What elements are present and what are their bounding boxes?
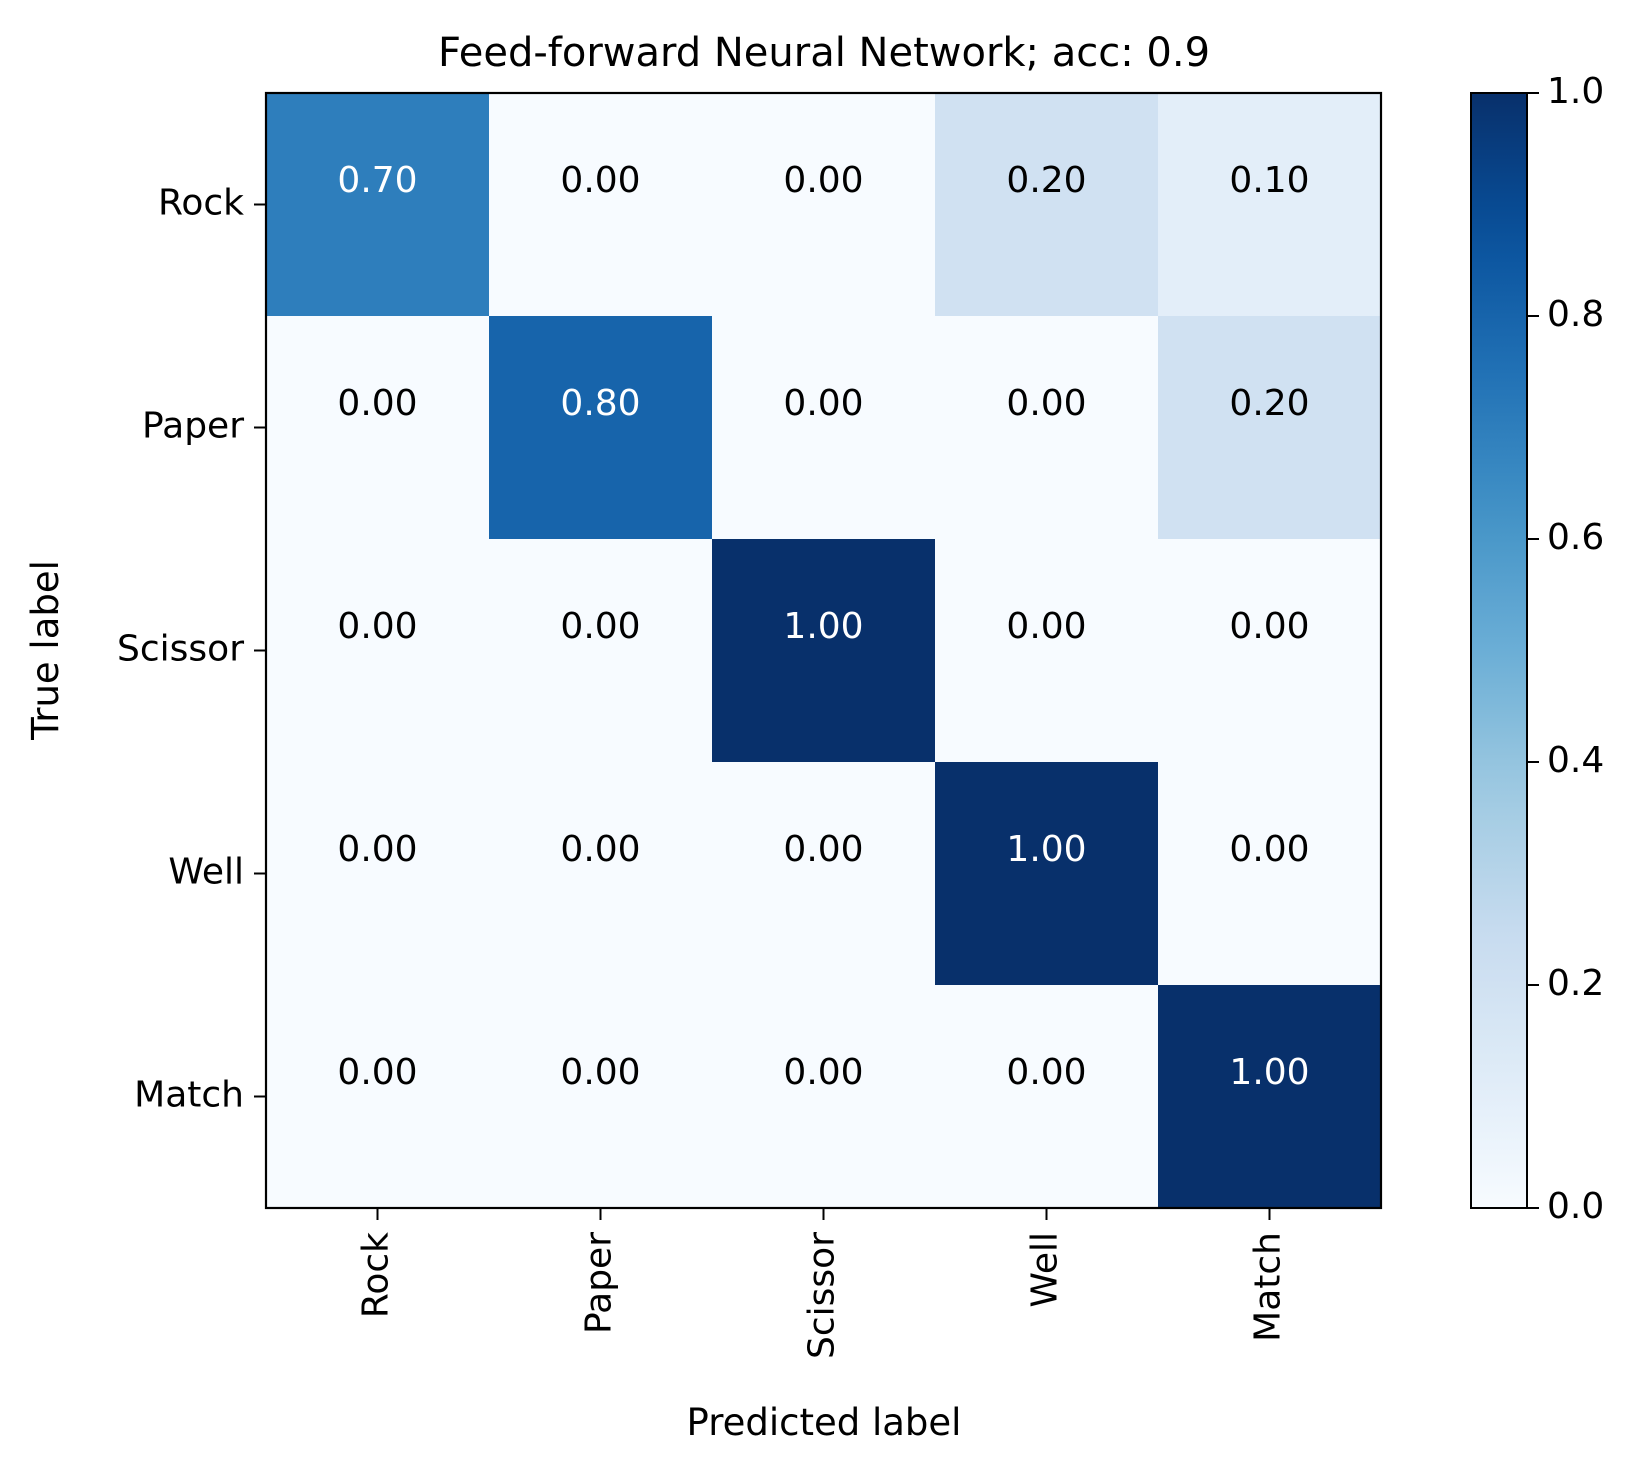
cell-value-label: 0.00 [560,160,640,201]
cell-value-label: 0.00 [1006,606,1086,647]
heatmap-cell [712,316,936,540]
heatmap-cell [266,985,490,1209]
heatmap-cell [1158,762,1382,986]
cell-value-label: 0.00 [1229,606,1309,647]
cell-value-label: 0.80 [560,383,640,424]
x-tick-label: Scissor [802,1232,843,1359]
cell-value-label: 0.20 [1006,160,1086,201]
cell-value-label: 0.00 [1229,829,1309,870]
colorbar-gradient [1471,93,1527,1208]
heatmap-cell [712,539,936,763]
cell-value-label: 0.00 [337,829,417,870]
heatmap-cell [1158,539,1382,763]
heatmap-cell [935,985,1159,1209]
cell-value-label: 0.00 [783,383,863,424]
heatmap-cell [1158,985,1382,1209]
colorbar-tick-label: 0.2 [1547,963,1604,1004]
y-axis-ticks: Rock Paper Scissor Well Match [117,183,266,1116]
cell-value-label: 0.00 [783,829,863,870]
heatmap-cell [266,93,490,317]
heatmap-cell [489,539,713,763]
cell-value-label: 1.00 [1006,829,1086,870]
x-tick-label: Rock [356,1232,397,1318]
heatmap-cell [489,762,713,986]
cell-value-label: 0.70 [337,160,417,201]
x-tick-label: Match [1248,1232,1289,1342]
y-axis-label: True label [24,560,67,741]
colorbar-tick-label: 0.0 [1547,1186,1604,1227]
cell-value-label: 0.00 [560,1052,640,1093]
cell-value-label: 0.00 [337,606,417,647]
y-tick-label: Paper [142,406,244,447]
heatmap-cell [712,762,936,986]
heatmap-cell [266,762,490,986]
heatmap-cell-labels: 0.70 0.00 0.00 0.20 0.10 0.00 0.80 0.00 0.00 0.20… [337,160,1309,1093]
cell-value-label: 0.00 [783,160,863,201]
heatmap-cell [489,985,713,1209]
heatmap-cell [1158,93,1382,317]
colorbar-tick-label: 0.8 [1547,294,1604,335]
heatmap-cell [266,539,490,763]
cell-value-label: 1.00 [1229,1052,1309,1093]
heatmap-cell [266,316,490,540]
heatmap-cell [489,316,713,540]
x-tick-label: Well [1025,1232,1066,1308]
cell-value-label: 0.00 [1006,1052,1086,1093]
heatmap-cell [712,93,936,317]
x-tick-label: Paper [579,1232,620,1334]
cell-value-label: 0.00 [1006,383,1086,424]
cell-value-label: 0.00 [783,1052,863,1093]
cell-value-label: 0.10 [1229,160,1309,201]
heatmap-cell [489,93,713,317]
colorbar-tick-label: 0.6 [1547,517,1604,558]
cell-value-label: 1.00 [783,606,863,647]
heatmap-cell [935,539,1159,763]
cell-value-label: 0.00 [337,1052,417,1093]
heatmap-cell [935,316,1159,540]
heatmap-cell [935,762,1159,986]
heatmap-cell [935,93,1159,317]
chart-title: Feed-forward Neural Network; acc: 0.9 [438,30,1210,76]
colorbar: 0.0 0.2 0.4 0.6 0.8 1.0 [1470,71,1604,1227]
cell-value-label: 0.00 [560,829,640,870]
colorbar-tick-label: 1.0 [1547,71,1604,112]
y-tick-label: Scissor [117,629,244,670]
cell-value-label: 0.00 [560,606,640,647]
colorbar-frame [1470,92,1528,1209]
colorbar-tick-label: 0.4 [1547,740,1604,781]
y-tick-label: Rock [158,183,244,224]
heatmap-cells [266,93,1382,1209]
cell-value-label: 0.00 [337,383,417,424]
x-axis-label: Predicted label [687,1401,962,1444]
y-tick-label: Match [134,1075,244,1116]
cell-value-label: 0.20 [1229,383,1309,424]
y-tick-label: Well [168,852,244,893]
heatmap-cell [1158,316,1382,540]
heatmap-cell [712,985,936,1209]
x-axis-ticks: Rock Paper Scissor Well Match [356,1208,1289,1359]
